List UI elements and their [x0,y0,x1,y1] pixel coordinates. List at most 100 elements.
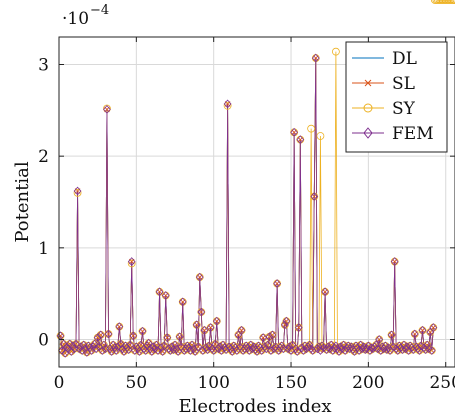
point-fem [294,323,303,332]
point-fem [243,343,252,353]
point-fem [127,257,136,266]
point-fem [93,333,102,343]
point-fem [113,342,122,352]
point-fem [178,297,187,307]
legend-label-dl: DL [392,49,417,69]
point-fem [245,346,254,355]
legend-box [345,41,448,153]
x-tick-label: 50 [126,373,148,393]
point-fem [100,340,108,350]
point-fem [410,329,419,339]
point-sy [223,101,232,110]
point-fem [262,344,271,354]
point-fem [409,345,418,354]
y-tick-label: 2 [38,147,49,167]
point-fem [79,340,88,350]
point-fem [375,335,384,344]
point-fem [353,343,362,353]
legend-entry-fem: FEM [352,124,434,144]
point-sy [331,47,340,56]
plot-frame [58,36,455,368]
point-fem [390,257,399,266]
point-fem [138,326,147,336]
point-fem [112,346,121,355]
point-fem [154,346,162,355]
y-scale-multiplier: ·10 [62,9,89,29]
point-fem [418,325,427,335]
point-fem [296,135,305,145]
point-fem [384,343,393,353]
point-fem [199,346,207,355]
point-sy [316,132,325,140]
point-fem [155,287,164,297]
point-fem [109,340,117,350]
x-tick-label: 0 [54,373,65,393]
y-tick-label: 1 [38,239,49,259]
point-fem [188,340,196,350]
point-fem [115,322,124,332]
point-fem [86,343,94,353]
legend-entry-sl: SL [352,74,415,94]
y-tick-label: 0 [38,331,49,351]
legend-label-sy: SY [392,99,416,119]
point-fem [73,186,82,196]
point-fem [59,339,68,349]
point-fem [98,346,107,355]
point-sy [73,188,82,197]
axis-ticks: 0 50 100 150 200 250 0 1 2 3 [38,37,455,393]
point-fem [110,343,119,353]
point-fem [282,316,291,326]
point-fem [168,342,176,352]
point-fem [332,341,340,351]
legend-marker-fem [363,127,373,139]
point-fem [268,330,277,340]
point-fem [143,341,152,351]
point-fem [403,342,411,352]
point-fem [263,340,272,350]
point-fem [355,346,363,355]
point-fem [429,323,438,332]
point-fem [192,320,201,330]
legend: DL SL SY FEM [345,41,448,153]
point-fem [265,332,274,342]
point-fem [200,325,209,335]
point-fem [217,346,226,355]
y-axis-label: Potential [12,161,33,242]
point-fem [160,341,169,351]
point-fem [78,346,87,355]
point-fem [310,192,319,201]
point-fem [291,344,300,354]
x-tick-label: 150 [275,373,307,393]
point-fem [372,340,380,350]
point-fem [311,53,320,63]
point-fem [270,344,278,354]
point-fem [67,347,76,356]
point-fem [96,330,105,340]
legend-marker-sy [363,103,373,113]
x-tick-label: 200 [352,373,384,393]
point-fem [197,307,206,317]
point-fem [186,346,195,355]
point-fem [157,343,165,353]
point-fem [163,333,172,343]
point-fem [103,105,111,114]
point-fem [185,343,193,353]
point-fem [315,342,323,352]
point-fem [81,344,90,354]
point-fem [203,345,212,354]
point-sy [307,124,316,133]
point-fem [222,345,230,354]
point-fem [259,333,268,343]
point-fem [129,331,138,341]
point-fem [76,342,85,352]
point-fem [366,346,374,355]
series-group [57,0,455,358]
point-fem [293,347,302,356]
point-fem [281,320,289,330]
point-fem [166,346,175,355]
point-fem [223,99,232,109]
point-fem [231,343,240,353]
point-fem [216,342,224,352]
point-fem [158,347,167,356]
point-sy [127,259,136,268]
